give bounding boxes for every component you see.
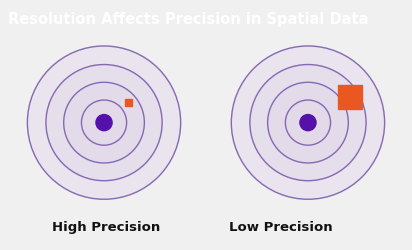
- Circle shape: [250, 65, 366, 181]
- Bar: [124, 100, 132, 107]
- Circle shape: [268, 83, 348, 163]
- Text: Low Precision: Low Precision: [229, 220, 332, 233]
- Circle shape: [96, 115, 112, 131]
- Circle shape: [64, 83, 144, 163]
- Text: High Precision: High Precision: [52, 220, 160, 233]
- Circle shape: [286, 100, 330, 146]
- Circle shape: [82, 100, 126, 146]
- Text: Resolution Affects Precision in Spatial Data: Resolution Affects Precision in Spatial …: [8, 12, 369, 27]
- Circle shape: [46, 65, 162, 181]
- Circle shape: [27, 47, 181, 200]
- Bar: [338, 85, 362, 110]
- Circle shape: [300, 115, 316, 131]
- Circle shape: [231, 47, 385, 200]
